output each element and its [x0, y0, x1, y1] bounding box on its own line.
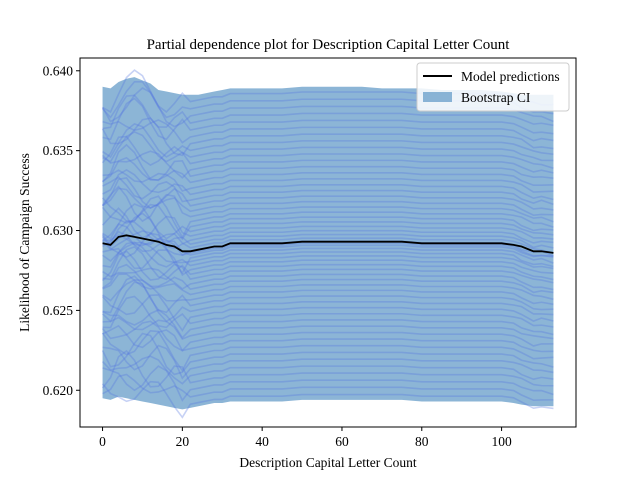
individual-curve — [102, 156, 554, 187]
legend-patch-swatch — [423, 92, 452, 102]
individual-curve — [101, 355, 554, 385]
individual-curve — [101, 332, 554, 376]
y-tick-label: 0.635 — [43, 143, 74, 158]
individual-curve — [102, 241, 554, 268]
legend-label-model-predictions: Model predictions — [461, 69, 560, 84]
individual-curve — [102, 295, 554, 329]
individual-curve — [101, 177, 554, 211]
individual-curve — [102, 203, 554, 240]
individual-curve — [101, 117, 554, 157]
individual-curve — [101, 294, 554, 332]
individual-curve — [101, 150, 554, 179]
individual-curve — [101, 330, 554, 373]
individual-curve — [102, 245, 554, 281]
bootstrap-ci-band — [102, 77, 554, 410]
individual-curve — [102, 279, 554, 306]
individual-curve — [101, 207, 554, 240]
individual-curve — [102, 309, 554, 340]
y-tick-label: 0.620 — [43, 383, 74, 398]
legend-box — [416, 62, 570, 112]
chart-title: Partial dependence plot for Description … — [147, 37, 511, 53]
individual-curve — [102, 94, 554, 130]
x-tick-label: 80 — [415, 434, 429, 449]
individual-curve — [102, 373, 554, 402]
individual-curve — [101, 349, 554, 389]
individual-curve — [102, 324, 554, 353]
individual-curve — [102, 267, 554, 291]
individual-curve — [102, 223, 554, 255]
x-tick-label: 40 — [255, 434, 269, 449]
individual-curve — [101, 195, 554, 239]
y-tick-label: 0.640 — [43, 63, 74, 78]
individual-curve — [102, 122, 554, 159]
individual-curve — [102, 275, 554, 314]
individual-curve — [102, 119, 554, 144]
individual-curve — [102, 263, 554, 294]
individual-curve — [102, 230, 554, 258]
individual-curve — [101, 185, 554, 223]
individual-curve — [101, 250, 554, 284]
model-predictions-line — [102, 234, 554, 254]
axis-ticks: 0 20 40 60 80 100 0.620 0.625 0.630 0.635 0.640 — [43, 63, 512, 449]
individual-curve — [102, 344, 554, 380]
individual-curve — [102, 234, 554, 257]
individual-curve — [102, 316, 554, 340]
y-tick-label: 0.630 — [43, 223, 74, 238]
y-axis-label: Likelihood of Campaign Success — [17, 153, 32, 332]
x-tick-label: 20 — [176, 434, 190, 449]
individual-curve — [101, 232, 554, 275]
legend-label-bootstrap-ci: Bootstrap CI — [461, 90, 531, 105]
individual-curve — [102, 365, 554, 402]
individual-curve — [102, 247, 554, 277]
axes-frame — [79, 57, 577, 428]
individual-curve — [101, 320, 554, 352]
individual-curve — [102, 169, 554, 193]
individual-curve — [102, 241, 554, 270]
individual-curve — [102, 220, 554, 249]
individual-curve — [101, 143, 554, 183]
individual-curve — [102, 97, 554, 141]
individual-curve — [102, 130, 554, 163]
plot-area — [101, 69, 554, 419]
individual-curve — [101, 281, 554, 323]
x-tick-label: 60 — [335, 434, 349, 449]
individual-curve — [102, 273, 554, 301]
x-tick-label: 100 — [491, 434, 512, 449]
individual-curve — [102, 187, 554, 217]
legend: Model predictions Bootstrap CI — [416, 62, 570, 112]
individual-curve — [102, 168, 554, 201]
x-tick-label: 0 — [99, 434, 106, 449]
individual-curve — [102, 176, 554, 206]
individual-curve — [101, 203, 554, 241]
y-tick-label: 0.625 — [43, 303, 74, 318]
x-axis-label: Description Capital Letter Count — [239, 455, 417, 470]
individual-curve — [101, 380, 554, 419]
individual-curve — [101, 135, 554, 170]
individual-curve — [101, 212, 554, 250]
